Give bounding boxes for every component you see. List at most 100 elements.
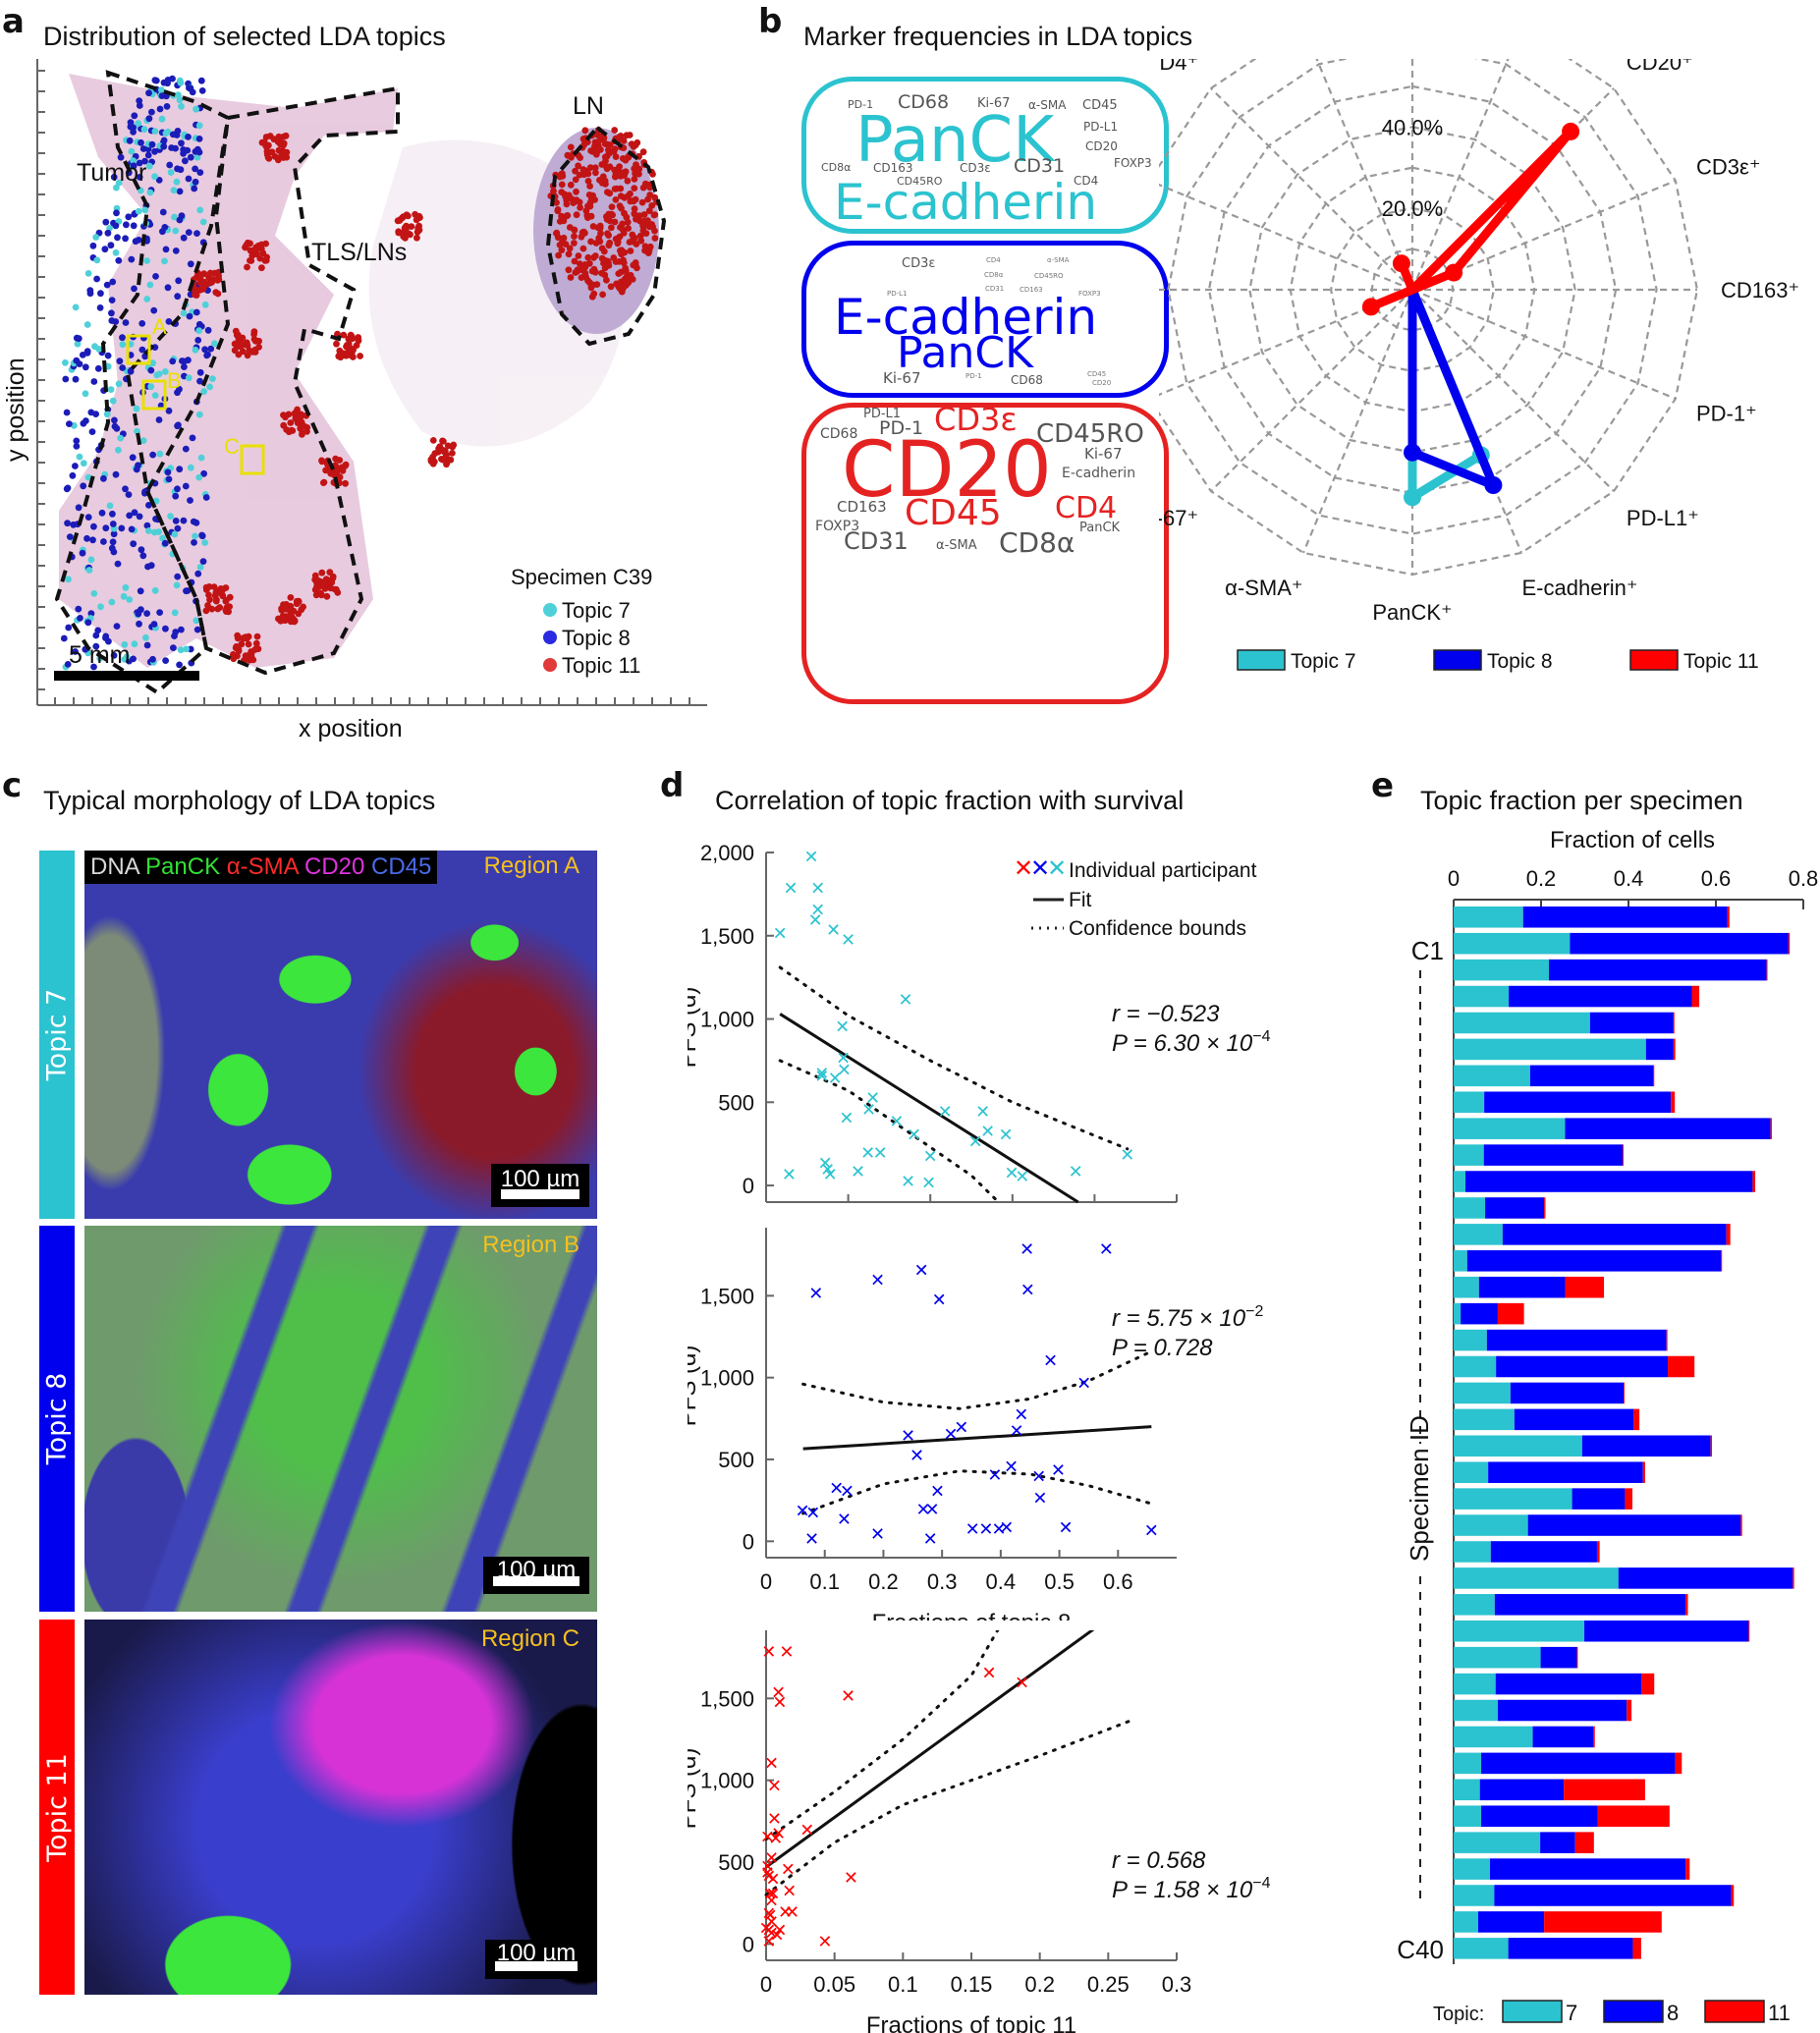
topic-dot: [127, 367, 135, 375]
participant-point: ✕: [779, 1642, 794, 1662]
morphology-image-region-a[interactable]: DNA PanCK α-SMA CD20 CD45 Region A 100 µ…: [84, 851, 597, 1219]
bar-segment-topic-8: [1532, 1726, 1594, 1748]
participant-point: ✕: [930, 1482, 945, 1502]
topic-dot: [582, 273, 589, 281]
topic-dot: [553, 198, 560, 206]
topic-dot: [413, 216, 420, 224]
bar-row-C13: [1454, 1224, 1731, 1245]
topic-dot: [250, 331, 257, 338]
topic-dot: [252, 250, 260, 258]
scatter7-bounds: [778, 965, 1130, 1204]
topic-dot: [169, 357, 177, 365]
topic-dot: [182, 445, 190, 453]
bar-segment-topic-7: [1454, 1118, 1566, 1139]
topic-dot: [645, 207, 653, 215]
roi-box-a[interactable]: [126, 334, 151, 365]
topic-dot: [555, 251, 562, 259]
participant-point: ✕: [1004, 1164, 1019, 1183]
topic-dot: [130, 162, 138, 170]
x-tick-label: 0.05: [813, 1972, 855, 1997]
topic-dot: [172, 247, 180, 254]
morphology-image-region-b[interactable]: Region B 100 µm: [84, 1226, 597, 1612]
topic-dot: [193, 230, 200, 238]
bar-x-tick-label: 0.2: [1526, 866, 1557, 891]
topic-dot: [573, 188, 579, 195]
x-tick-label: 0.25: [1087, 1972, 1130, 1997]
participant-point: ✕: [1051, 1460, 1066, 1480]
participant-point: ✕: [764, 1924, 779, 1944]
topic-dot: [158, 115, 166, 123]
participant-point: ✕: [765, 1885, 780, 1904]
bar-segment-topic-7: [1454, 1224, 1503, 1245]
legend-dot-topic7: [543, 603, 557, 617]
wc8-word: CD3ε: [902, 256, 936, 271]
topic-dot: [83, 349, 91, 357]
topic-dot: [130, 655, 138, 663]
roi-box-c[interactable]: [240, 444, 265, 475]
confidence-bound-upper: [801, 1349, 1153, 1410]
bar-segment-topic-7: [1454, 1276, 1479, 1298]
topic-dot: [110, 548, 118, 556]
radar-chart: CD8α⁺CD45RO⁺CD20⁺CD3ε⁺CD163⁺PD-1⁺PD-L1⁺E…: [1159, 59, 1799, 673]
participant-point: ✕: [763, 1885, 778, 1904]
topic-dot: [651, 211, 659, 219]
bar-segment-topic-7: [1454, 932, 1571, 955]
scatter8-p: P = 0.728: [1112, 1335, 1213, 1361]
bar-row-C31: [1454, 1699, 1632, 1722]
x-tick-label: 0.2: [915, 1214, 946, 1218]
bar-row-C32: [1454, 1726, 1595, 1748]
topic-dot: [450, 441, 458, 449]
topic-dot: [218, 586, 226, 594]
scatter11-bounds: [764, 1630, 1131, 1896]
scatter8-r: r = 5.75 × 10−2: [1112, 1303, 1263, 1332]
topic-dot: [109, 510, 116, 518]
topic-dot: [205, 583, 213, 590]
radar-axis-label: PD-L1⁺: [1627, 506, 1699, 530]
bar-row-C40: [1454, 1938, 1641, 1959]
topic-dot: [263, 142, 271, 150]
topic-dot: [162, 246, 170, 253]
topic-dot: [83, 321, 91, 328]
channel-panck: PanCK: [145, 853, 221, 880]
topic-dot: [177, 646, 185, 654]
topic-dot: [200, 278, 208, 286]
topic-dot: [186, 312, 193, 320]
participant-point: ✕: [910, 1446, 924, 1465]
topic-dot: [648, 202, 656, 209]
y-tick-label: 1,000: [700, 1769, 754, 1793]
topic-dot: [620, 259, 628, 267]
topic-dot: [593, 131, 601, 138]
topic-dot: [318, 569, 326, 577]
bar-segment-topic-7: [1454, 1726, 1533, 1748]
bar-segment-topic-7: [1454, 1938, 1509, 1959]
topic-dot: [63, 409, 71, 416]
topic-dot: [171, 609, 179, 617]
panel-letter-e: e: [1371, 766, 1395, 805]
scatter-topic8: 00.10.20.30.40.50.605001,0001,5002,000Fr…: [688, 1228, 1263, 1621]
channel-cd20: CD20: [303, 853, 365, 880]
bar-segment-topic-7: [1454, 1911, 1478, 1933]
bar-row-C35: [1454, 1805, 1670, 1827]
bar-row-C18: [1454, 1355, 1695, 1378]
participant-point: ✕: [987, 1465, 1002, 1485]
topic-dot: [630, 143, 637, 150]
bar-rows: [1454, 907, 1794, 1959]
topic-dot: [103, 411, 111, 418]
y-tick-label: 1,500: [700, 924, 754, 949]
participant-point: ✕: [975, 1102, 990, 1122]
roi-box-b[interactable]: [141, 379, 167, 411]
topic-dot: [255, 337, 262, 345]
bar-segment-topic-11: [1691, 985, 1700, 1008]
bar-segment-topic-7: [1454, 1699, 1498, 1722]
topic-dot: [197, 454, 205, 462]
morphology-image-region-c[interactable]: Region C 100 µm: [84, 1620, 597, 1995]
topic-dot: [64, 520, 71, 527]
topic-dot: [630, 235, 637, 242]
topic-dot: [202, 494, 210, 501]
bar-segment-topic-11: [1731, 1885, 1735, 1906]
topic-dot: [573, 211, 580, 219]
topic-dot: [608, 224, 615, 232]
radar-point: [1361, 298, 1380, 316]
bar-segment-topic-7: [1454, 1144, 1484, 1166]
topic-dot: [196, 206, 204, 214]
